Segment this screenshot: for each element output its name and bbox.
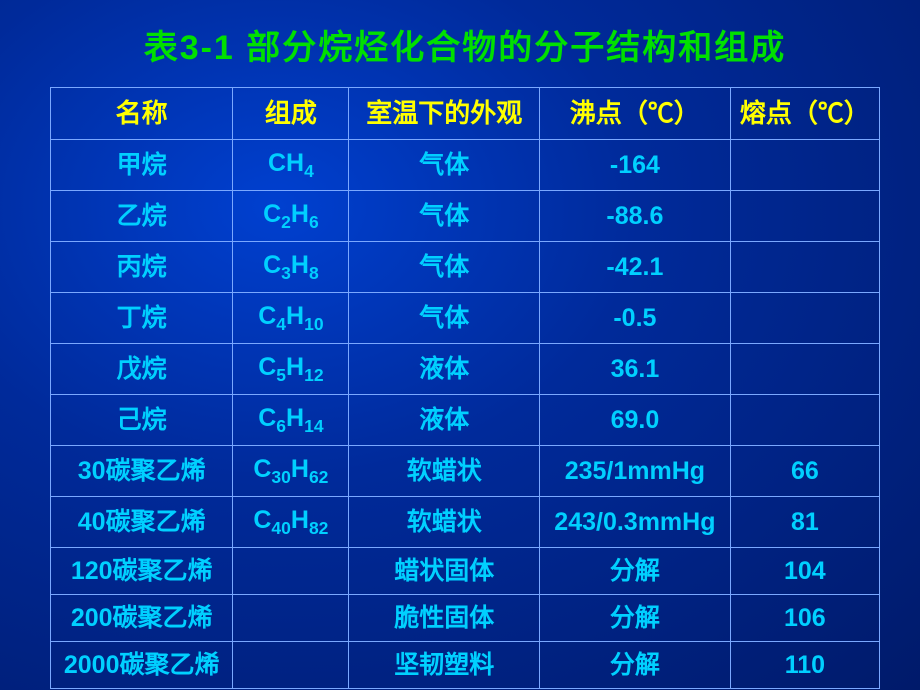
cell-bp: -164 bbox=[540, 140, 731, 191]
table-row: 40碳聚乙烯C40H82软蜡状243/0.3mmHg81 bbox=[51, 497, 880, 548]
cell-formula: C3H8 bbox=[233, 242, 349, 293]
cell-appearance: 坚韧塑料 bbox=[349, 642, 540, 689]
cell-formula: C4H10 bbox=[233, 293, 349, 344]
table-header-row: 名称 组成 室温下的外观 沸点（℃） 熔点（℃） bbox=[51, 88, 880, 140]
col-header-formula: 组成 bbox=[233, 88, 349, 140]
cell-appearance: 气体 bbox=[349, 293, 540, 344]
cell-name: 乙烷 bbox=[51, 191, 233, 242]
cell-appearance: 气体 bbox=[349, 191, 540, 242]
cell-bp: 分解 bbox=[540, 642, 731, 689]
col-header-bp: 沸点（℃） bbox=[540, 88, 731, 140]
table-body: 甲烷CH4气体-164乙烷C2H6气体-88.6丙烷C3H8气体-42.1丁烷C… bbox=[51, 140, 880, 689]
cell-formula bbox=[233, 595, 349, 642]
cell-name: 40碳聚乙烯 bbox=[51, 497, 233, 548]
cell-bp: 69.0 bbox=[540, 395, 731, 446]
cell-bp: 235/1mmHg bbox=[540, 446, 731, 497]
cell-mp: 110 bbox=[730, 642, 879, 689]
col-header-name: 名称 bbox=[51, 88, 233, 140]
cell-mp: 106 bbox=[730, 595, 879, 642]
cell-appearance: 气体 bbox=[349, 140, 540, 191]
col-header-mp: 熔点（℃） bbox=[730, 88, 879, 140]
data-table: 名称 组成 室温下的外观 沸点（℃） 熔点（℃） 甲烷CH4气体-164乙烷C2… bbox=[50, 87, 880, 689]
cell-bp: 分解 bbox=[540, 595, 731, 642]
cell-appearance: 软蜡状 bbox=[349, 497, 540, 548]
table-title: 表3-1 部分烷烃化合物的分子结构和组成 bbox=[50, 20, 880, 69]
cell-name: 丙烷 bbox=[51, 242, 233, 293]
cell-mp bbox=[730, 293, 879, 344]
cell-name: 120碳聚乙烯 bbox=[51, 548, 233, 595]
cell-bp: 36.1 bbox=[540, 344, 731, 395]
cell-mp bbox=[730, 191, 879, 242]
cell-formula: C40H82 bbox=[233, 497, 349, 548]
cell-bp: 分解 bbox=[540, 548, 731, 595]
table-row: 120碳聚乙烯 蜡状固体分解104 bbox=[51, 548, 880, 595]
cell-mp: 104 bbox=[730, 548, 879, 595]
cell-mp: 66 bbox=[730, 446, 879, 497]
cell-appearance: 液体 bbox=[349, 344, 540, 395]
table-row: 戊烷C5H12液体36.1 bbox=[51, 344, 880, 395]
cell-formula: CH4 bbox=[233, 140, 349, 191]
cell-appearance: 气体 bbox=[349, 242, 540, 293]
table-row: 30碳聚乙烯C30H62软蜡状235/1mmHg66 bbox=[51, 446, 880, 497]
cell-appearance: 软蜡状 bbox=[349, 446, 540, 497]
cell-formula: C6H14 bbox=[233, 395, 349, 446]
cell-appearance: 脆性固体 bbox=[349, 595, 540, 642]
cell-formula: C5H12 bbox=[233, 344, 349, 395]
cell-bp: -88.6 bbox=[540, 191, 731, 242]
table-row: 200碳聚乙烯 脆性固体分解106 bbox=[51, 595, 880, 642]
cell-name: 丁烷 bbox=[51, 293, 233, 344]
table-row: 丙烷C3H8气体-42.1 bbox=[51, 242, 880, 293]
cell-mp bbox=[730, 395, 879, 446]
col-header-appearance: 室温下的外观 bbox=[349, 88, 540, 140]
cell-mp bbox=[730, 140, 879, 191]
cell-bp: -42.1 bbox=[540, 242, 731, 293]
table-row: 丁烷C4H10气体-0.5 bbox=[51, 293, 880, 344]
cell-name: 己烷 bbox=[51, 395, 233, 446]
cell-mp bbox=[730, 344, 879, 395]
cell-formula bbox=[233, 548, 349, 595]
table-row: 甲烷CH4气体-164 bbox=[51, 140, 880, 191]
cell-appearance: 液体 bbox=[349, 395, 540, 446]
table-row: 乙烷C2H6气体-88.6 bbox=[51, 191, 880, 242]
table-row: 2000碳聚乙烯 坚韧塑料分解110 bbox=[51, 642, 880, 689]
cell-bp: 243/0.3mmHg bbox=[540, 497, 731, 548]
cell-name: 2000碳聚乙烯 bbox=[51, 642, 233, 689]
cell-mp: 81 bbox=[730, 497, 879, 548]
cell-formula: C30H62 bbox=[233, 446, 349, 497]
cell-bp: -0.5 bbox=[540, 293, 731, 344]
cell-appearance: 蜡状固体 bbox=[349, 548, 540, 595]
cell-name: 甲烷 bbox=[51, 140, 233, 191]
cell-formula bbox=[233, 642, 349, 689]
cell-name: 戊烷 bbox=[51, 344, 233, 395]
cell-name: 30碳聚乙烯 bbox=[51, 446, 233, 497]
table-row: 己烷C6H14液体69.0 bbox=[51, 395, 880, 446]
cell-formula: C2H6 bbox=[233, 191, 349, 242]
cell-mp bbox=[730, 242, 879, 293]
cell-name: 200碳聚乙烯 bbox=[51, 595, 233, 642]
